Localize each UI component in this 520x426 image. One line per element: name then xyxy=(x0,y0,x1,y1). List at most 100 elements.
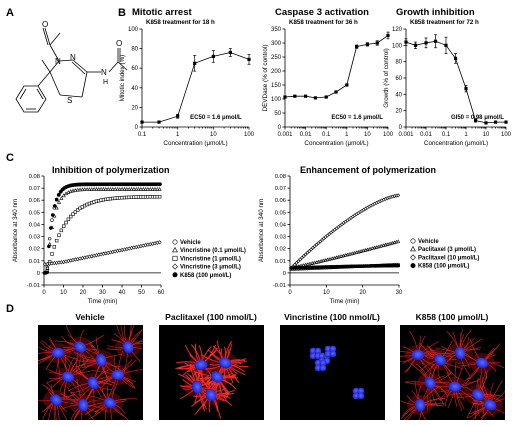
y-tick-label: 200 xyxy=(271,69,282,75)
data-point xyxy=(59,228,64,233)
data-point xyxy=(334,90,338,94)
x-tick-label: 10 xyxy=(210,132,217,138)
data-point xyxy=(444,43,448,47)
data-point xyxy=(464,87,468,91)
polymerization-enhancement-chart: Enhancement of polymerization-0.0100.010… xyxy=(258,165,479,305)
data-point xyxy=(311,245,315,250)
y-tick-label: 80 xyxy=(131,47,138,53)
micrograph-background xyxy=(280,325,385,420)
ec50-annotation: GI50 = 0.98 μmol/L xyxy=(451,115,504,121)
y-tick-label: 20 xyxy=(395,109,402,115)
y-tick-label: 0.07 xyxy=(275,186,286,192)
data-point xyxy=(396,263,401,268)
nucleus-fragment xyxy=(357,392,365,400)
legend-entry: K858 (100 μmol/L) xyxy=(418,264,469,270)
legend-marker xyxy=(172,246,178,253)
y-tick-label: 0.01 xyxy=(275,259,286,265)
micrograph-label-paclitaxel: Paclitaxel (100 nmol/L) xyxy=(165,312,257,322)
legend-marker xyxy=(172,255,178,261)
micrograph-vincristine xyxy=(280,325,385,420)
y-tick-label: 0.08 xyxy=(275,174,286,180)
nucleus xyxy=(103,397,117,409)
data-point xyxy=(69,214,73,219)
data-point xyxy=(296,259,301,264)
y-tick-label: 0.04 xyxy=(275,222,287,228)
data-point xyxy=(120,187,125,191)
data-point xyxy=(129,187,134,191)
x-tick-label: 10 xyxy=(60,290,67,296)
data-point xyxy=(193,61,197,65)
y-tick-label: 250 xyxy=(271,55,282,61)
data-point xyxy=(157,120,161,124)
nucleus xyxy=(210,371,224,383)
atom-n3: N xyxy=(101,68,107,77)
data-line xyxy=(284,35,389,99)
x-tick-label: 0.001 xyxy=(398,132,414,138)
nucleus-fragment xyxy=(329,345,337,353)
nucleus xyxy=(218,357,232,369)
data-point xyxy=(301,254,306,259)
data-point xyxy=(71,212,75,216)
data-point xyxy=(85,187,90,191)
nucleus xyxy=(411,349,425,361)
y-tick-label: 0.05 xyxy=(29,210,40,216)
ec50-annotation: EC50 = 1.6 μmol/L xyxy=(190,115,242,121)
micrograph-content xyxy=(309,345,365,400)
x-tick-label: 1 xyxy=(176,132,180,138)
y-tick-label: 350 xyxy=(271,27,282,33)
y-tick-label: 40 xyxy=(131,86,138,92)
atom-o2: O xyxy=(116,39,122,48)
data-point xyxy=(106,187,111,191)
y-tick-label: 0.05 xyxy=(275,210,286,216)
data-point xyxy=(50,218,54,222)
y-tick-label: 100 xyxy=(128,27,139,33)
data-point xyxy=(82,187,87,191)
x-axis-label: Time (min) xyxy=(330,298,360,305)
data-point xyxy=(473,118,478,123)
legend-entry: Vincristine (0.1 μmol/L) xyxy=(180,248,246,254)
y-tick-label: 0.02 xyxy=(275,247,286,253)
y-axis-label: Growth (% of control) xyxy=(383,48,390,108)
chart-subtitle: K858 treatment for 72 h xyxy=(410,19,479,26)
nucleus xyxy=(77,398,89,412)
nucleus-fragment xyxy=(318,352,326,360)
data-point xyxy=(45,265,50,270)
data-point xyxy=(303,252,308,257)
data-point xyxy=(52,204,57,208)
data-point xyxy=(365,42,369,46)
y-axis-label: Absorbance at 340 nm xyxy=(12,199,19,262)
data-point xyxy=(313,96,318,100)
data-point xyxy=(433,39,438,43)
data-point xyxy=(66,217,71,222)
nucleus-fragment xyxy=(324,345,332,353)
nucleus xyxy=(95,353,107,367)
micrograph-background xyxy=(159,325,264,420)
data-point xyxy=(47,244,51,249)
nucleus-fragment xyxy=(314,347,322,355)
atom-n1: N xyxy=(55,57,61,66)
data-point xyxy=(92,187,97,191)
chart-subtitle: K858 treatment for 36 h xyxy=(289,19,358,26)
data-point xyxy=(50,213,55,217)
micrograph-k858 xyxy=(400,325,505,420)
data-point xyxy=(413,43,418,47)
micrograph-label-vehicle: Vehicle xyxy=(75,312,105,322)
data-point xyxy=(113,187,118,191)
data-point xyxy=(136,187,141,191)
y-axis-label: Absorbance at 340 nm xyxy=(258,199,265,262)
x-tick-label: 20 xyxy=(80,290,87,296)
data-point xyxy=(355,45,359,49)
x-tick-label: 0.1 xyxy=(322,132,331,138)
data-point xyxy=(110,187,115,191)
legend-entry: Vehicle xyxy=(180,240,201,246)
polymerization-inhibition-chart: Inhibition of polymerization-0.0100.010.… xyxy=(12,165,246,305)
legend-marker xyxy=(410,254,416,261)
data-point xyxy=(396,239,401,243)
data-point xyxy=(50,252,54,256)
y-tick-label: 0.06 xyxy=(29,198,40,204)
x-tick-label: 100 xyxy=(244,132,255,138)
x-tick-label: 0.1 xyxy=(138,132,147,138)
